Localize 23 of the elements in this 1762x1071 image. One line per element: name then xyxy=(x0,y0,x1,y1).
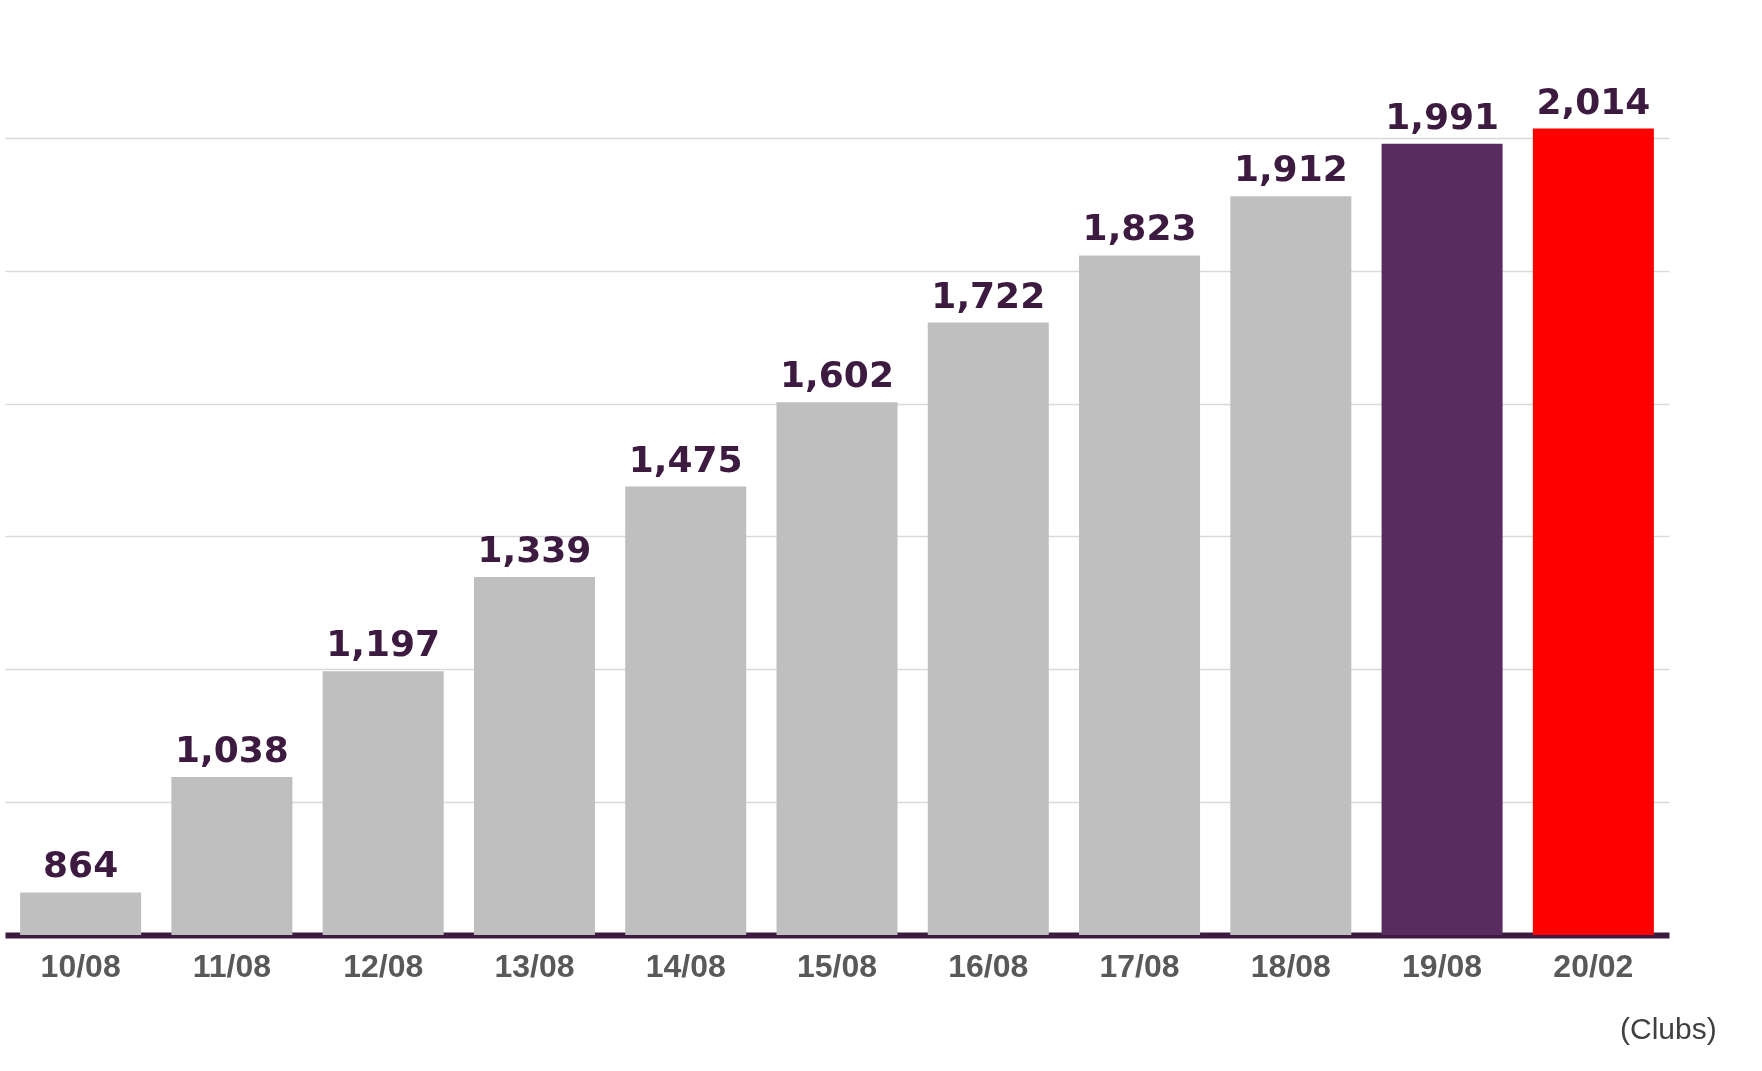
data-label: 1,722 xyxy=(931,274,1046,316)
data-label: 864 xyxy=(43,844,119,886)
x-tick-label: 14/08 xyxy=(645,947,726,984)
x-tick-label: 20/02 xyxy=(1553,947,1634,984)
data-label: 1,823 xyxy=(1082,207,1197,249)
data-label: 1,197 xyxy=(326,623,441,665)
x-tick-label: 18/08 xyxy=(1250,947,1331,984)
x-tick-label: 16/08 xyxy=(948,947,1029,984)
data-label: 1,991 xyxy=(1385,95,1500,137)
text: (Clubs) xyxy=(1620,1012,1717,1045)
data-label: 1,602 xyxy=(780,354,894,396)
x-tick-label: 19/08 xyxy=(1402,947,1483,984)
x-tick-label: 11/08 xyxy=(192,947,272,984)
data-label: 2,014 xyxy=(1536,80,1651,122)
x-tick-label: 13/08 xyxy=(494,947,575,984)
data-label: 1,475 xyxy=(628,438,743,480)
x-tick-label: 17/08 xyxy=(1099,947,1180,984)
data-label: 1,339 xyxy=(477,528,592,570)
x-tick-label: 10/08 xyxy=(40,947,121,984)
x-tick-label: 12/08 xyxy=(343,947,424,984)
x-tick-label: 15/08 xyxy=(796,947,878,984)
data-label: 1,912 xyxy=(1233,148,1348,190)
data-label: 1,038 xyxy=(174,728,289,770)
